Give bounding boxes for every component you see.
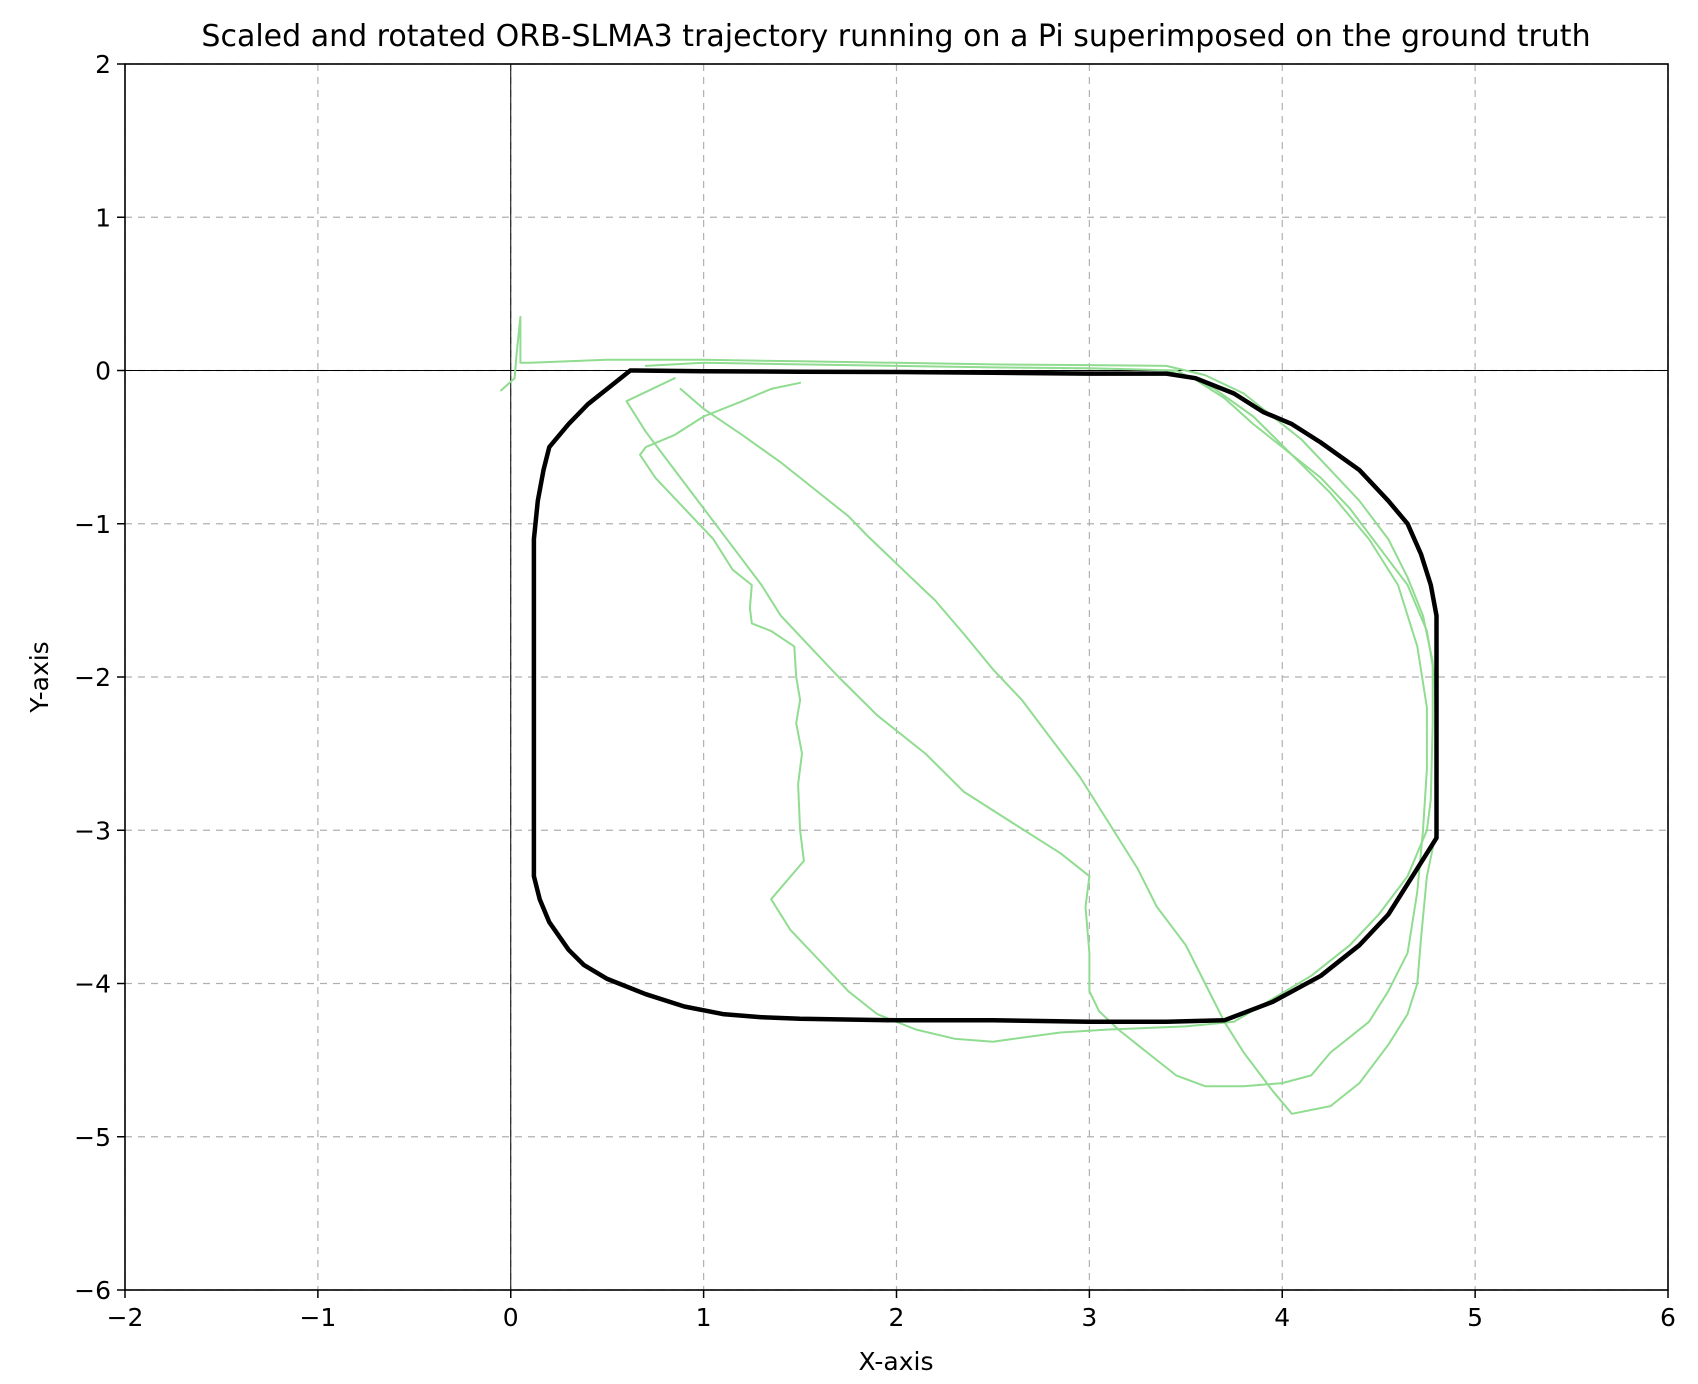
y-tick-label: 1 <box>95 203 111 232</box>
series-lines <box>500 315 1439 1115</box>
orb-slam3-trajectory-line <box>679 369 1438 1115</box>
y-tick-label: −2 <box>74 663 111 692</box>
x-axis-label: X-axis <box>859 1347 934 1376</box>
x-tick-label: −2 <box>107 1303 144 1332</box>
x-tick-label: 6 <box>1660 1303 1676 1332</box>
x-tick-label: 2 <box>889 1303 905 1332</box>
axis-ticks: −2 −1 0 1 2 3 4 5 6 2 1 0 −1 −2 −3 −4 −5 −6 <box>74 50 1676 1332</box>
y-tick-label: 0 <box>95 357 111 386</box>
orb-slam3-trajectory-line <box>625 361 1428 1088</box>
x-tick-label: 3 <box>1081 1303 1097 1332</box>
y-tick-label: 2 <box>95 50 111 79</box>
x-tick-label: 1 <box>696 1303 712 1332</box>
y-axis-label: Y-axis <box>25 641 54 713</box>
orb-slam3-trajectory-line <box>500 315 1434 1043</box>
chart-title: Scaled and rotated ORB-SLMA3 trajectory … <box>201 19 1590 54</box>
x-tick-label: 5 <box>1467 1303 1483 1332</box>
x-tick-label: 0 <box>503 1303 519 1332</box>
x-tick-label: 4 <box>1274 1303 1290 1332</box>
ground-truth-line <box>531 368 1439 1025</box>
y-tick-label: −1 <box>74 510 111 539</box>
x-tick-label: −1 <box>299 1303 336 1332</box>
y-tick-label: −4 <box>74 970 111 999</box>
y-tick-label: −6 <box>74 1276 111 1305</box>
y-tick-label: −5 <box>74 1123 111 1152</box>
y-tick-label: −3 <box>74 816 111 845</box>
